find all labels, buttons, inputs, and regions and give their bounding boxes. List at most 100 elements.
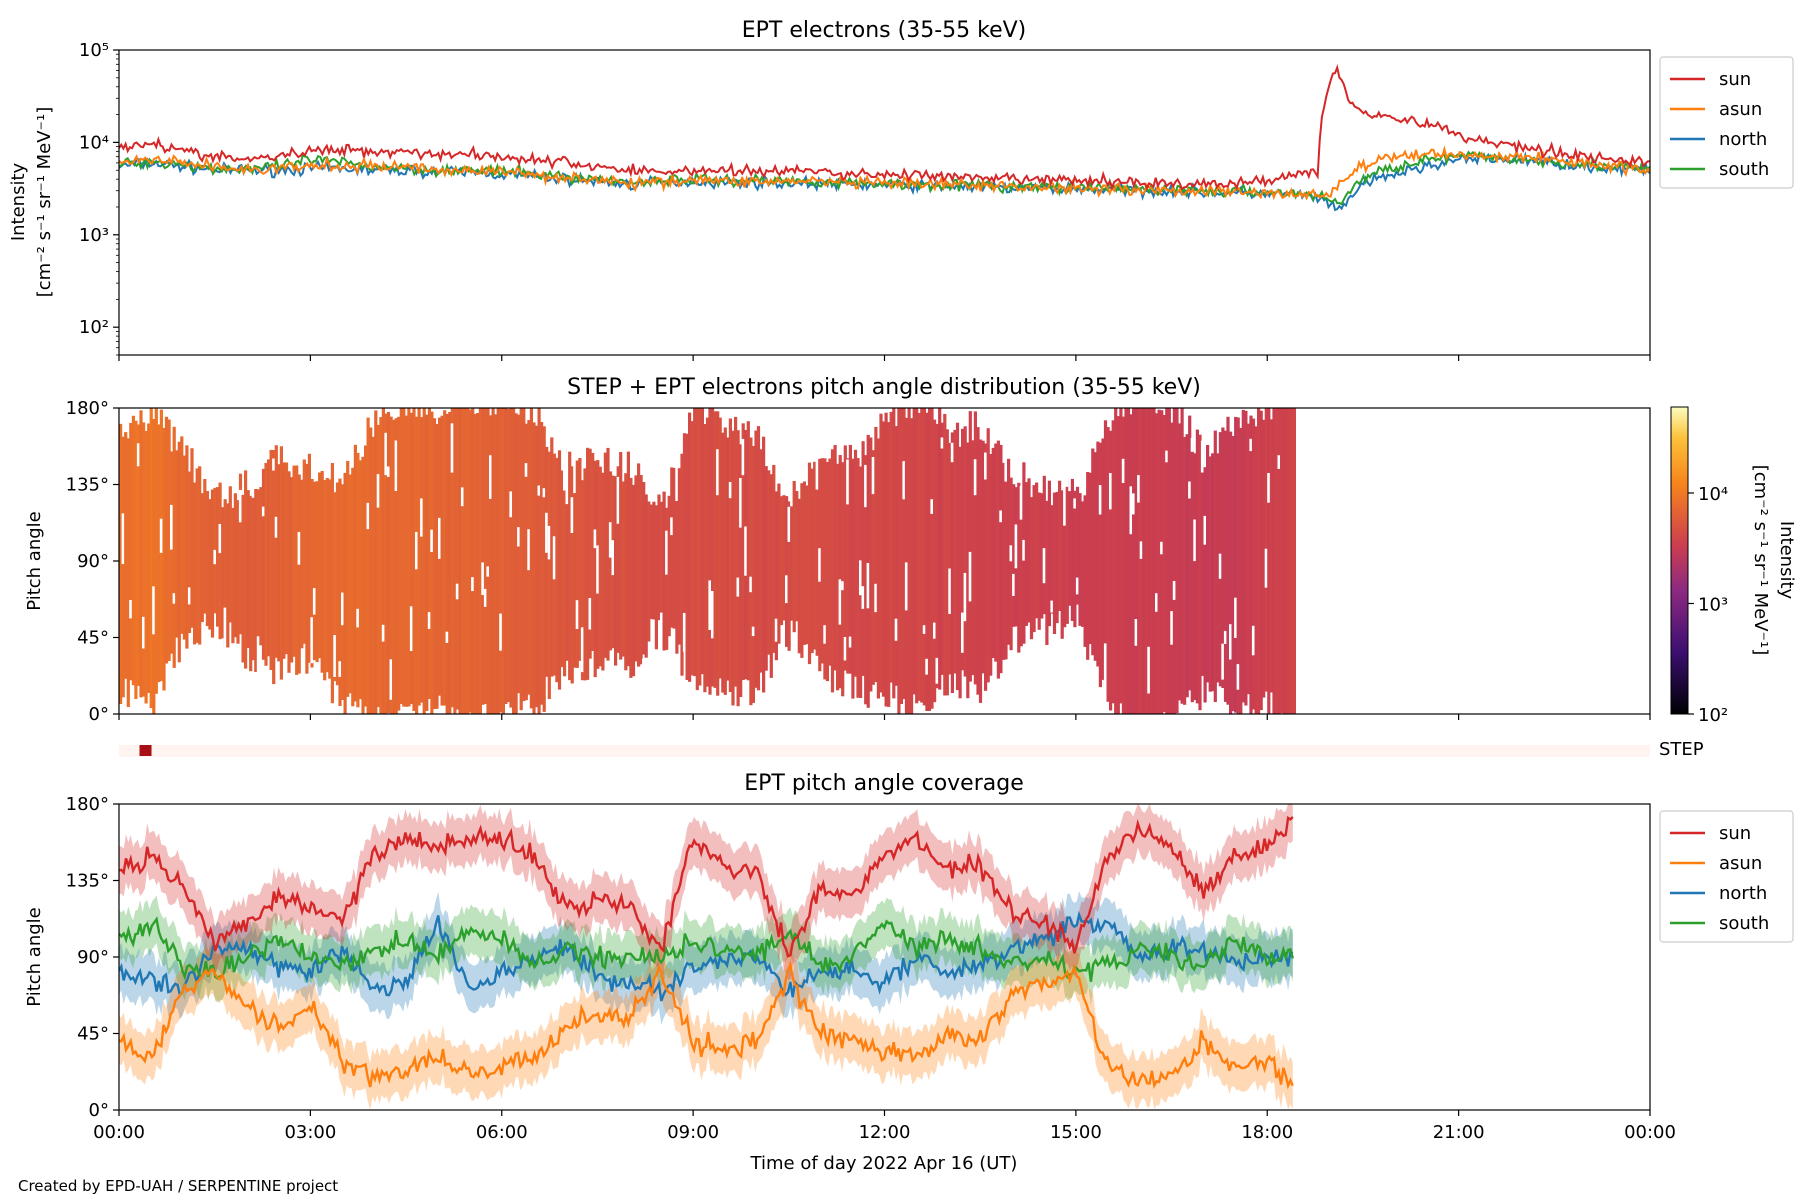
heatmap-column <box>152 419 156 714</box>
heatmap-column <box>881 421 886 697</box>
heatmap-column <box>1037 492 1041 630</box>
heatmap-column <box>249 495 253 672</box>
heatmap-column <box>501 408 505 714</box>
heatmap-column <box>797 498 801 654</box>
heatmap-column <box>912 408 916 695</box>
heatmap-gap <box>1251 625 1256 656</box>
y-tick-label: 0° <box>89 1100 109 1121</box>
heatmap-column <box>264 463 268 666</box>
heatmap-column <box>346 460 350 697</box>
heatmap-column <box>1050 505 1054 614</box>
heatmap-column <box>341 484 345 700</box>
heatmap-gap <box>846 459 850 505</box>
heatmap-column <box>1259 410 1263 711</box>
coverage-band-north <box>119 891 1293 1025</box>
heatmap-gap <box>736 577 740 597</box>
heatmap-column <box>460 408 465 714</box>
heatmap-column <box>930 408 934 709</box>
heatmap-column <box>144 431 148 704</box>
heatmap-column <box>1287 408 1291 714</box>
heatmap-gap <box>608 522 613 558</box>
heatmap-column <box>205 491 209 627</box>
heatmap-column <box>216 487 220 627</box>
heatmap-column <box>1083 495 1087 647</box>
heatmap-column <box>619 452 623 660</box>
heatmap-column <box>504 408 508 704</box>
heatmap-gap <box>785 575 789 604</box>
heatmap-column <box>864 455 868 705</box>
heatmap-column <box>716 411 720 696</box>
heatmap-column <box>1213 430 1217 703</box>
heatmap-column <box>187 471 192 633</box>
heatmap-column <box>820 458 824 664</box>
heatmap-column <box>578 458 582 661</box>
panel3-y-axis: 0° 45° 90° 135° 180° <box>66 794 119 1121</box>
heatmap-gap <box>552 536 556 580</box>
heatmap-column <box>312 481 317 661</box>
heatmap-column <box>1167 408 1171 714</box>
heatmap-column <box>1075 486 1080 605</box>
heatmap-gap <box>616 476 620 524</box>
heatmap-column <box>662 491 666 651</box>
heatmap-column <box>402 408 406 707</box>
heatmap-column <box>1229 431 1233 714</box>
heatmap-column <box>660 501 664 624</box>
heatmap-gap <box>1155 593 1159 612</box>
heatmap-column <box>170 451 174 654</box>
heatmap-gap <box>430 529 434 552</box>
heatmap-gap <box>1014 524 1018 569</box>
heatmap-gap <box>1009 545 1013 562</box>
heatmap-column <box>190 448 194 628</box>
heatmap-column <box>736 430 740 707</box>
heatmap-column <box>277 464 281 662</box>
heatmap-column <box>1231 436 1235 712</box>
heatmap-column <box>185 445 189 649</box>
y-tick-label: 45° <box>77 1024 109 1045</box>
panel2-heatmap-area <box>119 408 1296 714</box>
heatmap-gap <box>509 491 513 518</box>
coverage-band-asun <box>119 941 1293 1110</box>
heatmap-column <box>1152 408 1156 714</box>
heatmap-column <box>601 472 605 671</box>
heatmap-column <box>984 443 988 691</box>
heatmap-column <box>889 411 893 683</box>
heatmap-column <box>343 472 347 714</box>
heatmap-gap <box>272 458 276 471</box>
heatmap-gap <box>471 577 475 592</box>
heatmap-column <box>945 429 949 696</box>
heatmap-gap <box>675 453 679 501</box>
heatmap-column <box>713 411 717 688</box>
heatmap-gap <box>973 459 977 496</box>
heatmap-column <box>731 430 735 706</box>
heatmap-column <box>910 418 914 714</box>
heatmap-gap <box>325 455 329 478</box>
colorbar <box>1670 406 1689 715</box>
heatmap-gap <box>665 530 669 575</box>
heatmap-column <box>958 446 962 699</box>
colorbar-label-line2: [cm⁻² s⁻¹ sr⁻¹ MeV⁻¹] <box>1750 465 1771 656</box>
heatmap-gap <box>386 466 391 477</box>
heatmap-column <box>698 408 702 686</box>
heatmap-gap <box>744 526 748 576</box>
heatmap-column <box>718 417 722 679</box>
heatmap-column <box>1068 479 1072 606</box>
y-tick-label: 10⁴ <box>79 132 109 153</box>
heatmap-column <box>512 408 516 714</box>
heatmap-column <box>828 458 832 666</box>
heatmap-column <box>785 496 789 647</box>
heatmap-gap <box>438 517 442 559</box>
heatmap-column <box>642 482 646 655</box>
heatmap-column <box>833 445 837 671</box>
heatmap-gap <box>545 512 549 553</box>
heatmap-column <box>825 462 829 682</box>
heatmap-gap <box>741 438 745 476</box>
heatmap-column <box>1216 453 1220 683</box>
heatmap-gap <box>1277 455 1281 469</box>
heatmap-column <box>1183 436 1187 705</box>
heatmap-gap <box>940 437 944 449</box>
heatmap-column <box>711 408 715 687</box>
heatmap-column <box>1223 430 1228 702</box>
heatmap-column <box>131 415 135 686</box>
heatmap-gap <box>481 562 485 595</box>
heatmap-column <box>1267 408 1271 714</box>
